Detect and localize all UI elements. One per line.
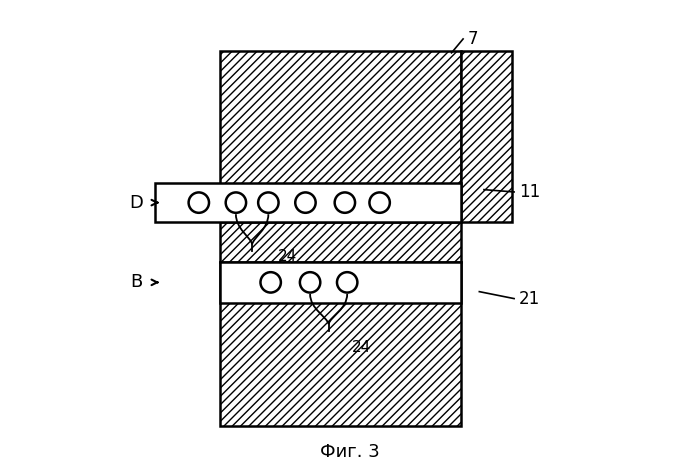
Bar <box>219 51 461 190</box>
Bar <box>154 183 461 222</box>
Text: Фиг. 3: Фиг. 3 <box>319 443 380 461</box>
Text: 24: 24 <box>278 249 297 264</box>
Text: B: B <box>130 273 143 291</box>
Text: 21: 21 <box>519 290 540 308</box>
Bar <box>219 222 461 261</box>
Text: D: D <box>129 194 143 211</box>
Text: 24: 24 <box>352 340 371 355</box>
Bar <box>461 51 512 222</box>
Bar <box>219 261 461 426</box>
Bar <box>219 261 461 303</box>
Text: 11: 11 <box>519 183 540 201</box>
Text: 7: 7 <box>468 30 478 48</box>
